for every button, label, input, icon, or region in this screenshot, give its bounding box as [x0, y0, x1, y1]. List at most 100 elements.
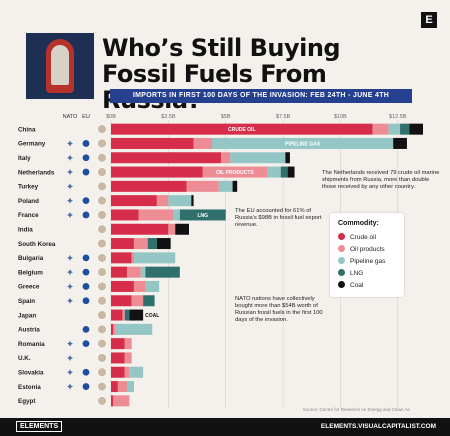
eu-flag-icon	[82, 325, 90, 333]
nato-star-icon	[67, 269, 73, 276]
bar-segment	[156, 238, 171, 250]
bar-segment	[218, 180, 233, 192]
country-flag-icon	[97, 224, 107, 234]
legend-item-coal: Coal	[338, 281, 363, 289]
country-label: Austria	[18, 327, 40, 334]
country-label: Germany	[18, 141, 46, 148]
bar-segment	[111, 166, 203, 178]
nato-star-icon	[67, 354, 73, 361]
bar-segment	[175, 223, 189, 235]
country-flag-icon	[97, 296, 107, 306]
brand-logo: E	[421, 12, 437, 28]
bar-segment	[145, 280, 160, 292]
country-label: Netherlands	[18, 169, 55, 176]
eu-flag-icon	[82, 168, 90, 176]
footer-url: ELEMENTS.VISUALCAPITALIST.COM	[320, 423, 436, 430]
annotation-nato: NATO nations have collectively bought mo…	[235, 296, 323, 323]
country-label: Slovakia	[18, 369, 44, 376]
nato-star-icon	[67, 283, 73, 290]
country-flag-icon	[97, 253, 107, 263]
country-label: South Korea	[18, 241, 56, 248]
bar-segment	[113, 323, 116, 335]
bar-segment	[156, 195, 169, 207]
bar-segment	[191, 195, 194, 207]
country-label: Egypt	[18, 398, 36, 405]
bar-segment	[230, 152, 286, 164]
bar-segment	[122, 309, 125, 321]
bar-segment	[172, 209, 180, 221]
bar-segment	[111, 209, 139, 221]
eu-flag-icon	[82, 211, 90, 219]
country-flag-icon	[97, 310, 107, 320]
country-label: Italy	[18, 155, 31, 162]
bar-segment	[111, 323, 114, 335]
bar-segment	[179, 209, 226, 221]
x-tick-label-top: $0B	[106, 114, 116, 120]
bar-segment	[131, 252, 134, 264]
legend-item-lng: LNG	[338, 269, 363, 277]
subtitle-banner: IMPORTS IN FIRST 100 DAYS OF THE INVASIO…	[110, 89, 412, 103]
bar-segment	[111, 266, 128, 278]
legend-label-pipeline-gas: Pipeline gas	[350, 258, 386, 265]
bar-segment	[131, 295, 144, 307]
bar-segment	[400, 123, 410, 135]
oil-products-swatch	[338, 245, 345, 252]
bar-segment	[113, 395, 130, 407]
country-label: China	[18, 126, 36, 133]
country-flag-icon	[97, 381, 107, 392]
country-flag-icon	[97, 324, 107, 335]
bar-segment	[117, 381, 128, 393]
bar-segment	[168, 195, 192, 207]
annotation-netherlands: The Netherlands received 79 crude oil ma…	[322, 170, 440, 190]
country-flag-icon	[97, 138, 107, 149]
bar-segment	[111, 238, 134, 250]
eu-flag-icon	[82, 140, 90, 147]
legend-label-crude-oil: Crude oil	[350, 234, 377, 241]
bar-segment	[133, 252, 176, 264]
bar-segment	[111, 366, 125, 378]
source-note: Source: Centre for Research on Energy an…	[302, 407, 410, 412]
nato-star-icon	[67, 297, 73, 304]
bar-segment	[202, 166, 267, 178]
stacked-bar-chart: NATOEU$0B$0B$2.5B$2.5B$5B$5B$7.5B$7.5B$1…	[18, 114, 423, 408]
country-flag-icon	[97, 353, 107, 363]
eu-flag-icon	[82, 197, 90, 205]
coal-swatch	[338, 281, 345, 288]
country-flag-icon	[97, 267, 107, 277]
country-label: India	[18, 226, 33, 233]
bar-data-label: CRUDE OIL	[228, 127, 256, 133]
bar-segment	[111, 252, 132, 264]
nato-star-icon	[67, 340, 73, 347]
bar-segment	[287, 166, 295, 178]
bar-segment	[280, 166, 288, 178]
nato-star-icon	[67, 254, 73, 261]
bar-segment	[111, 123, 373, 135]
bar-segment	[115, 323, 153, 335]
bar-segment	[129, 309, 144, 321]
nato-star-icon	[67, 369, 73, 376]
nato-star-icon	[67, 383, 73, 390]
country-flag-icon	[97, 338, 107, 349]
country-flag-icon	[97, 181, 107, 192]
bar-segment	[133, 280, 146, 292]
eu-flag-icon	[82, 283, 90, 290]
country-label: Greece	[18, 284, 40, 291]
country-label: Turkey	[18, 184, 39, 191]
bar-segment	[111, 195, 157, 207]
country-flag-icon	[97, 281, 107, 292]
x-tick-label-top: $7.5B	[276, 114, 291, 120]
bar-data-label: COAL	[145, 313, 159, 319]
bar-segment	[267, 166, 281, 178]
bar-data-label: PIPELINE GAS	[285, 141, 321, 147]
bar-segment	[140, 266, 146, 278]
x-tick-label-top: $12.5B	[389, 114, 407, 120]
legend-label-coal: Coal	[350, 282, 364, 289]
bar-segment	[111, 338, 125, 350]
bar-segment	[186, 180, 219, 192]
bar-segment	[127, 381, 134, 393]
bar-segment	[129, 366, 144, 378]
bar-segment	[111, 280, 134, 292]
bar-segment	[127, 266, 141, 278]
eu-flag-icon	[82, 383, 90, 390]
nato-star-icon	[67, 183, 73, 190]
